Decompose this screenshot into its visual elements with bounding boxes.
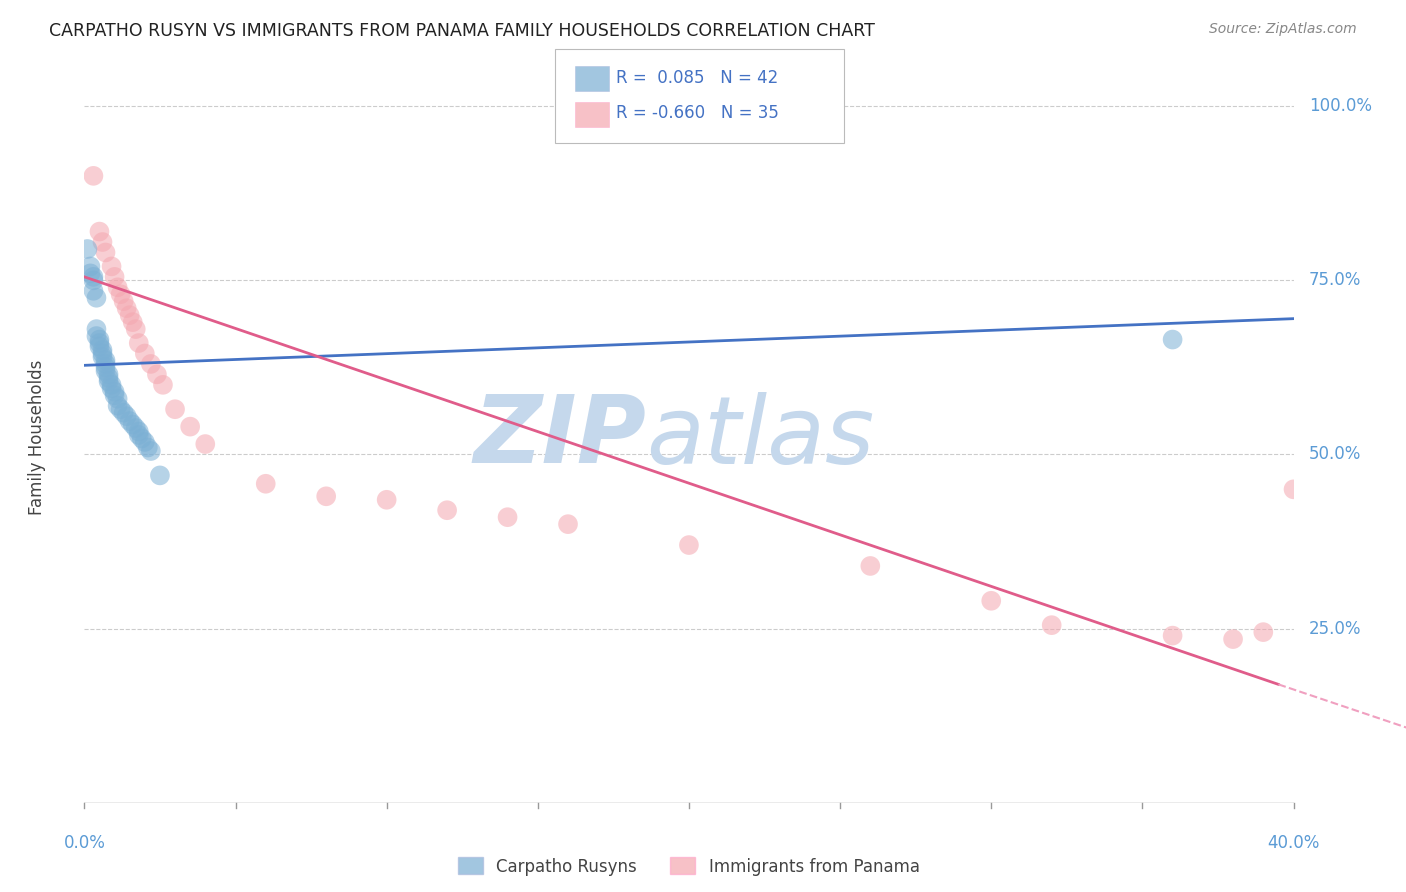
- Point: [82, 269, 104, 284]
- Point: [104, 388, 127, 402]
- Text: 25.0%: 25.0%: [1309, 620, 1361, 638]
- Point: [112, 294, 135, 309]
- Point: [121, 315, 143, 329]
- Point: [107, 399, 129, 413]
- Point: [557, 517, 579, 532]
- Point: [86, 329, 108, 343]
- Point: [104, 269, 127, 284]
- Point: [134, 434, 156, 449]
- Point: [1040, 618, 1063, 632]
- Text: R = -0.660   N = 35: R = -0.660 N = 35: [616, 104, 779, 122]
- Point: [91, 343, 114, 357]
- Point: [1253, 625, 1275, 640]
- Point: [94, 360, 117, 375]
- Point: [146, 368, 169, 382]
- Point: [107, 280, 129, 294]
- Point: [1161, 629, 1184, 643]
- Point: [254, 476, 277, 491]
- Text: Family Households: Family Households: [28, 359, 45, 515]
- Text: 100.0%: 100.0%: [1309, 97, 1372, 115]
- Point: [1161, 333, 1184, 347]
- Point: [89, 225, 111, 239]
- Point: [179, 419, 201, 434]
- Point: [121, 417, 143, 432]
- Text: R =  0.085   N = 42: R = 0.085 N = 42: [616, 69, 778, 87]
- Point: [194, 437, 217, 451]
- Point: [139, 444, 162, 458]
- Point: [94, 357, 117, 371]
- Point: [94, 353, 117, 368]
- Point: [149, 468, 172, 483]
- Point: [139, 357, 162, 371]
- Point: [315, 489, 337, 503]
- Point: [100, 381, 122, 395]
- Point: [100, 260, 122, 274]
- Point: [125, 421, 148, 435]
- Text: atlas: atlas: [647, 392, 875, 483]
- Point: [375, 492, 398, 507]
- Point: [94, 245, 117, 260]
- Point: [82, 273, 104, 287]
- Point: [980, 594, 1002, 608]
- Point: [118, 308, 141, 322]
- Point: [152, 377, 174, 392]
- Point: [128, 425, 150, 439]
- Point: [91, 350, 114, 364]
- Text: 0.0%: 0.0%: [63, 834, 105, 852]
- Point: [678, 538, 700, 552]
- Point: [496, 510, 519, 524]
- Point: [89, 333, 111, 347]
- Point: [82, 284, 104, 298]
- Point: [115, 301, 138, 316]
- Point: [89, 336, 111, 351]
- Point: [110, 402, 132, 417]
- Text: 40.0%: 40.0%: [1267, 834, 1320, 852]
- Point: [128, 336, 150, 351]
- Point: [97, 371, 120, 385]
- Point: [82, 169, 104, 183]
- Text: CARPATHO RUSYN VS IMMIGRANTS FROM PANAMA FAMILY HOUSEHOLDS CORRELATION CHART: CARPATHO RUSYN VS IMMIGRANTS FROM PANAMA…: [49, 22, 875, 40]
- Point: [89, 339, 111, 353]
- Text: Source: ZipAtlas.com: Source: ZipAtlas.com: [1209, 22, 1357, 37]
- Point: [112, 406, 135, 420]
- Point: [86, 291, 108, 305]
- Legend: Carpatho Rusyns, Immigrants from Panama: Carpatho Rusyns, Immigrants from Panama: [451, 851, 927, 882]
- Point: [97, 368, 120, 382]
- Point: [165, 402, 187, 417]
- Point: [94, 364, 117, 378]
- Point: [1222, 632, 1244, 646]
- Point: [104, 384, 127, 399]
- Point: [91, 235, 114, 249]
- Point: [97, 375, 120, 389]
- Point: [86, 322, 108, 336]
- Point: [859, 558, 882, 573]
- Text: 75.0%: 75.0%: [1309, 271, 1361, 289]
- Point: [110, 287, 132, 301]
- Point: [79, 260, 101, 274]
- Point: [134, 346, 156, 360]
- Point: [118, 414, 141, 428]
- Point: [436, 503, 458, 517]
- Point: [107, 392, 129, 406]
- Point: [125, 322, 148, 336]
- Point: [91, 346, 114, 360]
- Point: [136, 441, 159, 455]
- Text: ZIP: ZIP: [474, 391, 647, 483]
- Point: [128, 428, 150, 442]
- Point: [1282, 483, 1305, 497]
- Point: [115, 409, 138, 424]
- Point: [76, 242, 98, 256]
- Text: 50.0%: 50.0%: [1309, 445, 1361, 464]
- Point: [100, 377, 122, 392]
- Point: [79, 266, 101, 280]
- Point: [131, 432, 153, 446]
